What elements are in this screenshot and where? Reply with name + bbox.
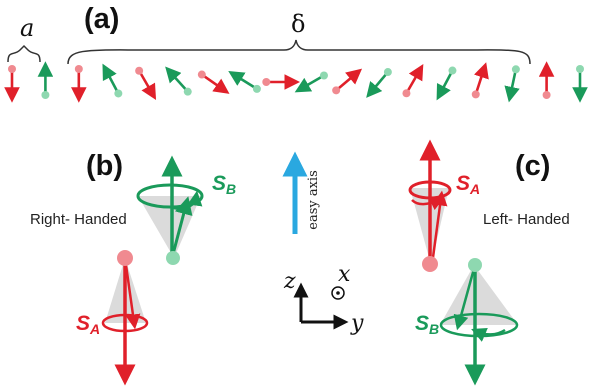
spin-red-1 bbox=[4, 65, 20, 103]
panel-c-label: (c) bbox=[515, 150, 550, 182]
lattice-constant-label: a bbox=[20, 14, 34, 42]
x-out-of-plane-icon bbox=[331, 286, 345, 300]
spin-green-8 bbox=[228, 70, 261, 93]
spin-green-2 bbox=[37, 61, 54, 99]
spin-b-ball-left bbox=[468, 258, 482, 272]
spin-b-cone-left bbox=[439, 258, 519, 386]
spin-green-18 bbox=[572, 65, 588, 103]
spin-a-label-left: SA bbox=[456, 172, 480, 197]
lattice-constant-brace bbox=[7, 44, 41, 63]
spin-b-label-right: SB bbox=[212, 172, 236, 197]
spin-b-ball bbox=[166, 251, 180, 265]
easy-axis-label: easy axis bbox=[306, 170, 321, 230]
spin-a-ball-left bbox=[422, 256, 438, 272]
spin-a-cone-left bbox=[408, 139, 452, 272]
coordinate-axes bbox=[293, 282, 349, 330]
spin-green-16 bbox=[504, 65, 520, 103]
panel-a-label: (a) bbox=[84, 3, 119, 35]
spin-red-5 bbox=[135, 66, 157, 101]
spin-red-11 bbox=[332, 68, 363, 95]
spin-b-label-left: SB bbox=[415, 312, 439, 337]
spin-chain bbox=[4, 61, 588, 103]
spin-red-13 bbox=[402, 63, 424, 98]
spin-red-9 bbox=[262, 74, 301, 90]
spin-a-label-right: SA bbox=[76, 312, 100, 337]
spin-a-cone-right bbox=[101, 250, 149, 386]
spin-red-17 bbox=[538, 61, 555, 99]
panel-b-label: (b) bbox=[86, 150, 123, 182]
spin-red-15 bbox=[471, 62, 489, 99]
spin-red-7 bbox=[197, 70, 230, 94]
spin-green-4 bbox=[102, 63, 123, 98]
spin-green-14 bbox=[436, 66, 457, 101]
spin-b-cone-right bbox=[136, 155, 204, 265]
left-handed-label: Left- Handed bbox=[483, 211, 570, 228]
spin-green-6 bbox=[165, 66, 192, 96]
period-label: δ bbox=[291, 10, 305, 38]
period-brace bbox=[67, 39, 531, 65]
spin-a-ball bbox=[117, 250, 133, 266]
spin-green-12 bbox=[366, 68, 392, 98]
spin-red-3 bbox=[71, 65, 87, 103]
axis-z-label: z bbox=[283, 269, 296, 294]
axis-y-label: y bbox=[350, 311, 364, 336]
right-handed-label: Right- Handed bbox=[30, 211, 127, 228]
axis-x-label: x bbox=[338, 262, 351, 287]
spin-green-10 bbox=[294, 71, 328, 93]
